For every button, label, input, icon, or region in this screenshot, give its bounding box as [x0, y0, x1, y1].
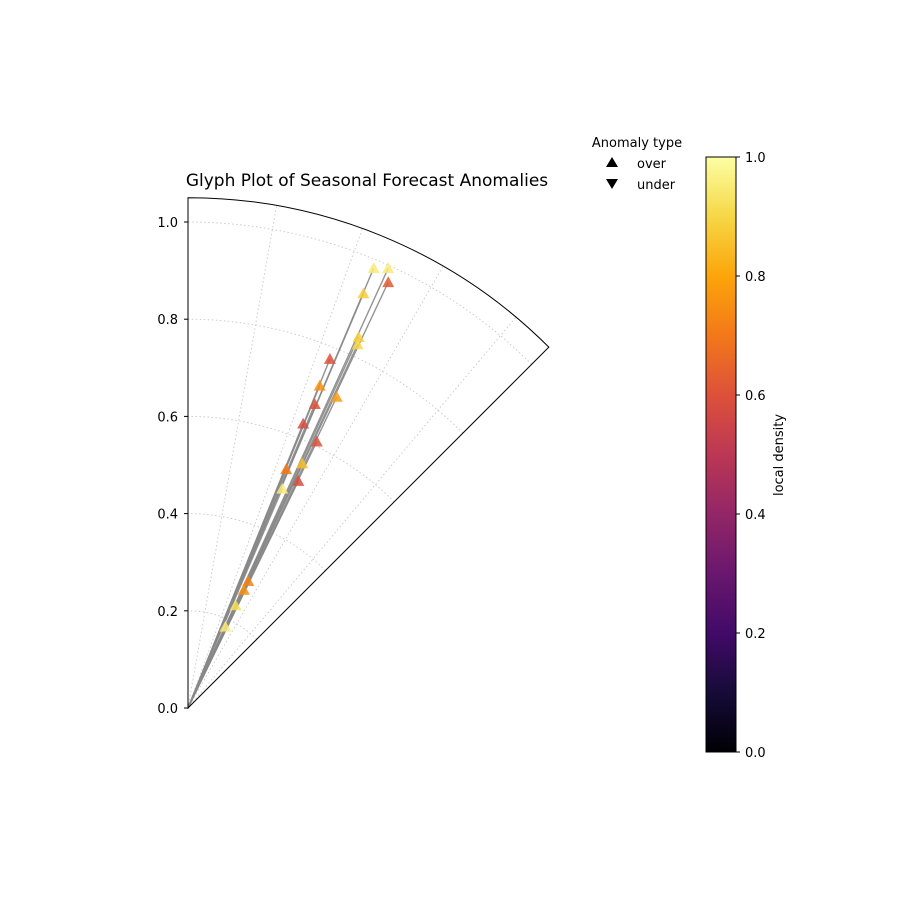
colorbar-tick-label: 0.2: [745, 627, 766, 642]
data-point: [280, 463, 293, 475]
colorbar-gradient: [705, 156, 737, 753]
polar-frame-outline: [187, 197, 550, 710]
colorbar-tick-label: 0.4: [745, 508, 766, 523]
data-point: [352, 331, 365, 342]
polar-grid: [187, 205, 533, 709]
colorbar: 0.0 0.2 0.4 0.6 0.8 1.0 local density: [705, 151, 787, 761]
colorbar-tick-label: 1.0: [745, 151, 766, 166]
r-tick-label: 0.0: [157, 702, 178, 717]
legend-label-under: under: [637, 178, 676, 193]
data-point: [367, 262, 380, 273]
data-point: [308, 398, 321, 410]
data-points: [219, 262, 395, 632]
data-point: [357, 287, 370, 299]
r-tick-label: 0.8: [157, 313, 178, 328]
theta-gridline: [187, 265, 444, 709]
legend-title: Anomaly type: [592, 136, 682, 151]
radial-line: [187, 488, 283, 709]
legend: Anomaly type over under: [592, 136, 682, 193]
data-point: [330, 390, 343, 402]
colorbar-label: local density: [772, 414, 787, 496]
data-point: [351, 338, 364, 350]
chart-title: Glyph Plot of Seasonal Forecast Anomalie…: [186, 171, 548, 191]
theta-gridline: [187, 316, 517, 709]
colorbar-ticks: 0.0 0.2 0.4 0.6 0.8 1.0: [736, 151, 766, 761]
legend-marker-under: [606, 179, 618, 189]
data-point: [323, 353, 336, 364]
data-point: [237, 583, 250, 595]
colorbar-tick-label: 0.0: [745, 746, 766, 761]
data-point: [382, 262, 395, 273]
legend-marker-over: [606, 157, 618, 167]
polar-frame: [187, 197, 550, 710]
data-point: [292, 475, 305, 486]
legend-label-over: over: [637, 157, 667, 172]
data-point: [229, 599, 242, 611]
data-point: [297, 417, 310, 429]
colorbar-tick-label: 0.6: [745, 389, 766, 404]
r-tick-label: 0.4: [157, 508, 178, 523]
data-point: [242, 575, 255, 586]
data-point: [310, 435, 323, 447]
r-tick-label: 0.6: [157, 410, 178, 425]
colorbar-tick-label: 0.8: [745, 270, 766, 285]
data-point: [313, 379, 326, 391]
theta-gridline: [187, 228, 364, 709]
r-tick-labels: 0.0 0.2 0.4 0.6 0.8 1.0: [157, 216, 188, 717]
data-point: [296, 457, 309, 469]
r-gridline: [187, 415, 395, 503]
data-point: [219, 620, 232, 632]
data-point: [276, 482, 289, 494]
r-gridline: [187, 610, 258, 640]
r-tick-label: 0.2: [157, 605, 178, 620]
r-gridline: [187, 318, 464, 434]
r-tick-label: 1.0: [157, 216, 178, 231]
theta-gridline: [187, 205, 278, 709]
radial-line: [187, 626, 227, 709]
data-point: [382, 276, 395, 288]
